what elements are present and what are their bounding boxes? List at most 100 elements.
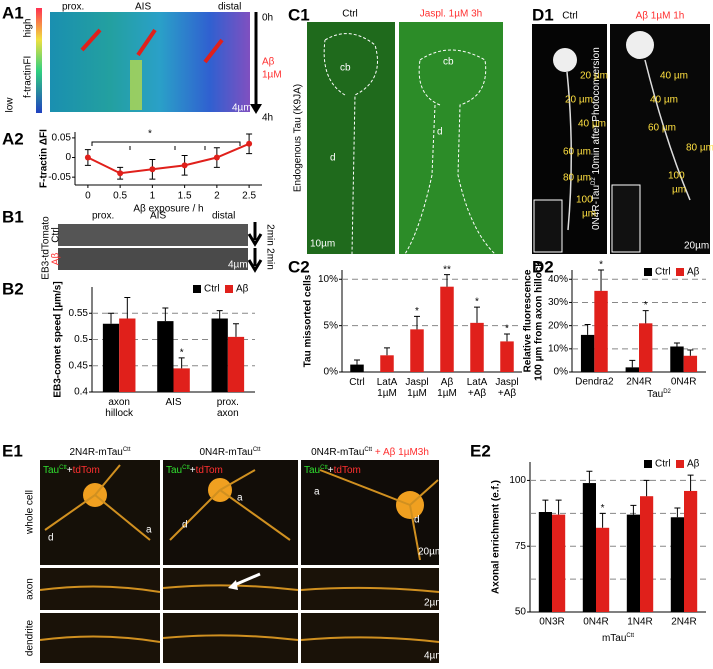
micrograph (399, 22, 503, 254)
bar (440, 286, 454, 372)
bar (582, 483, 596, 612)
distance-label: 40 µm (660, 71, 688, 82)
bar (670, 346, 684, 372)
legend-label: Ctrl (204, 284, 220, 295)
y-axis-title: Tau missorted cells (303, 274, 314, 367)
legend-label: Ctrl (655, 459, 671, 470)
legend-swatch (644, 460, 652, 468)
panel-label: D1 (532, 5, 554, 24)
legend-swatch (676, 268, 684, 276)
point (84, 154, 91, 161)
significance: * (599, 260, 603, 271)
significance: * (475, 297, 479, 308)
y-tick-label: 0.5 (74, 334, 88, 345)
text: tdTom (196, 465, 223, 476)
bar (670, 517, 684, 612)
bar (538, 512, 552, 612)
x-tick-label: Jaspl 1µM (405, 377, 428, 399)
side-title: 0N4R-TauD2 10min after Photoconversion (591, 47, 602, 230)
row-label: dendrite (25, 619, 36, 656)
image-label: d (48, 533, 54, 544)
arrow-head (250, 104, 262, 114)
y-tick-label: 50 (515, 607, 527, 618)
text: Tau (166, 465, 182, 476)
text-line: 1µM (437, 388, 457, 399)
time-label: 4h (262, 113, 273, 124)
text: tdTom (334, 465, 361, 476)
bar (640, 496, 654, 612)
error-bar (474, 306, 480, 323)
column-title: Ctrl (562, 11, 578, 22)
bar (684, 490, 698, 612)
panel-c1: C1 Ctrl Jaspl. 1µM 3h Endogenous Tau (K9… (288, 5, 503, 255)
text-line: axon (108, 397, 130, 408)
kymograph-image (58, 224, 248, 246)
region-label: prox. (62, 2, 84, 13)
error-bar (354, 359, 360, 365)
inset (611, 184, 641, 253)
x-tick-label: Dendra2 (575, 377, 614, 388)
time-label: 2min (264, 248, 275, 270)
text-line: axon (217, 408, 239, 419)
x-axis-title: Aβ exposure / h (133, 204, 203, 215)
text: + (328, 465, 334, 476)
panel-d1: D1 Ctrl Aβ 1µM 1h 0N4R-TauD2 10min after… (532, 5, 713, 254)
text: Tau (304, 465, 320, 476)
point (181, 162, 188, 169)
kymograph-image (50, 12, 250, 112)
error-bar (643, 479, 650, 497)
kymograph-image (58, 248, 248, 270)
line (87, 142, 250, 175)
error-bar (414, 315, 420, 330)
error-bar (124, 297, 131, 319)
error-bar (108, 312, 115, 324)
text-line: 1µM (407, 388, 427, 399)
legend-label: Aβ (687, 267, 700, 278)
x-tick-label: 0.5 (113, 191, 127, 202)
bar (410, 329, 424, 372)
significance: ** (443, 264, 451, 275)
y-tick-label: 30% (548, 297, 568, 308)
x-tick-label: Ctrl (349, 377, 365, 388)
row-label: axon (25, 578, 36, 600)
time-label: 0h (262, 13, 273, 24)
superscript: Ctt (364, 447, 372, 453)
image-label: cb (443, 57, 454, 68)
image-label: d (330, 153, 336, 164)
error-bar (642, 310, 649, 324)
colorbar-high: high (23, 19, 34, 38)
error-bar (630, 504, 637, 515)
text: 0N4R-mTau (199, 447, 252, 458)
y-tick-label: 0.05 (52, 133, 72, 144)
svg-text:TauCtt+tdTom: TauCtt+tdTom (43, 465, 100, 476)
column-title: 2N4R-mTauCtt (69, 447, 130, 458)
charts: A2 F-tractin ΔFI-0.05 0 0.05 0 0.5 1 1.5 2 2.5 Aβ … (2, 129, 706, 644)
error-bar (598, 269, 605, 291)
bar (227, 336, 245, 392)
scale-bar-label: 2µm (424, 598, 444, 609)
y-tick-label: 0 (65, 152, 71, 163)
time-arrows (247, 222, 263, 273)
time-label: 2min (264, 224, 275, 246)
svg-text:TauCtt+tdTom: TauCtt+tdTom (166, 465, 223, 476)
bar (350, 364, 364, 372)
text-line: 1µM (377, 388, 397, 399)
superscript: D2 (663, 389, 671, 395)
y-tick-label: 10% (548, 343, 568, 354)
point (149, 166, 156, 173)
svg-text:TauCtt+tdTom: TauCtt+tdTom (304, 465, 361, 476)
region-label: distal (212, 211, 235, 222)
scale-bar-label: 20µm (418, 547, 443, 558)
error-bar (444, 274, 450, 287)
text-line: Ctrl (349, 377, 365, 388)
arrows (80, 28, 224, 64)
y-tick-label: 0% (324, 367, 339, 378)
y-tick-label: 5% (324, 320, 339, 331)
image-label: a (146, 525, 152, 536)
legend-swatch (193, 285, 201, 293)
x-tick-label: 1 (150, 191, 156, 202)
error-bar (555, 499, 562, 515)
error-bar (687, 349, 694, 356)
y-tick-label: 0.55 (69, 308, 89, 319)
panel-label: C1 (288, 5, 310, 24)
